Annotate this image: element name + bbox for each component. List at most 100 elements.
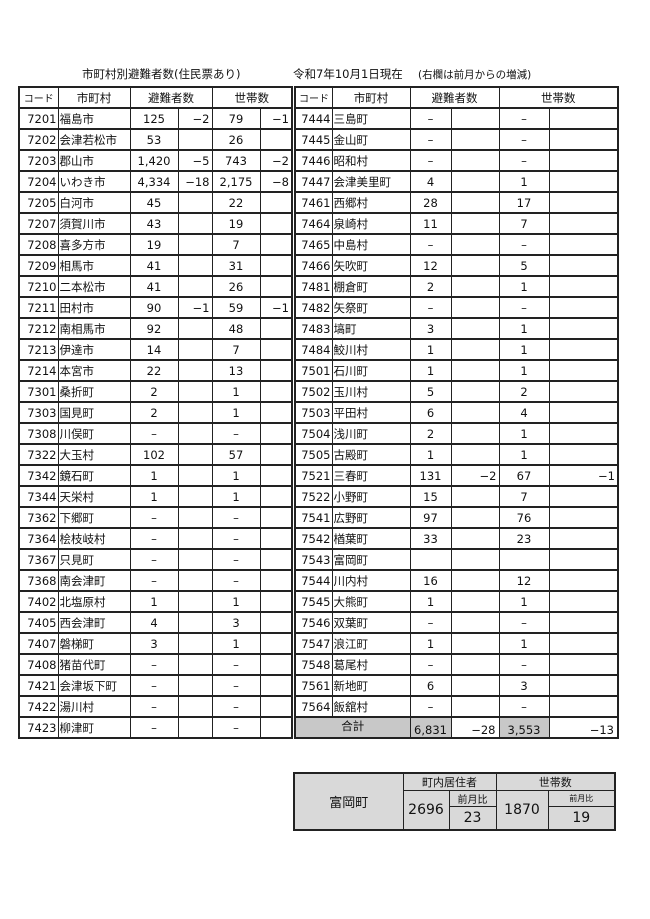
households-cell: 5 — [498, 254, 550, 277]
code-cell: 7367 — [18, 548, 59, 571]
households-cell: 1 — [498, 632, 550, 655]
evacuees-diff-cell — [450, 254, 500, 277]
municipality-cell: 北塩原村 — [57, 590, 131, 613]
households-diff-cell — [548, 674, 619, 697]
households-diff-cell — [259, 527, 293, 550]
households-diff-cell — [548, 527, 619, 550]
table-row: 7214 本宮市 22 13 — [18, 359, 293, 382]
code-cell: 7545 — [294, 590, 333, 613]
municipality-cell: 天栄村 — [57, 485, 131, 508]
households-cell: – — [498, 653, 550, 676]
evacuees-diff-cell — [450, 191, 500, 214]
table-row: 7367 只見町 – – — [18, 548, 293, 571]
evacuees-cell: 19 — [129, 233, 179, 256]
evacuees-diff-cell — [177, 128, 213, 151]
table-row: 7407 磐梯町 3 1 — [18, 632, 293, 655]
evacuees-cell: 1 — [409, 359, 452, 382]
evacuees-cell — [409, 548, 452, 571]
code-cell: 7466 — [294, 254, 333, 277]
code-cell: 7423 — [18, 716, 59, 739]
evacuees-cell: 97 — [409, 506, 452, 529]
households-cell: – — [498, 695, 550, 718]
households-diff-cell — [259, 191, 293, 214]
table-row: 7362 下郷町 – – — [18, 506, 293, 529]
evacuees-cell: 6 — [409, 674, 452, 697]
evacuees-diff-cell — [177, 632, 213, 655]
evacuees-cell: 12 — [409, 254, 452, 277]
table-row: 7203 郡山市 1,420 −5 743 −2 — [18, 149, 293, 172]
evacuees-diff-cell — [177, 464, 213, 487]
evacuees-cell: 22 — [129, 359, 179, 382]
households-cell: 7 — [211, 233, 261, 256]
table-row: 7210 二本松市 41 26 — [18, 275, 293, 298]
evacuees-diff-cell — [450, 233, 500, 256]
municipality-cell: 平田村 — [331, 401, 411, 424]
code-cell: 7303 — [18, 401, 59, 424]
municipality-cell: 桑折町 — [57, 380, 131, 403]
evacuees-cell: 92 — [129, 317, 179, 340]
evacuees-cell: 1 — [409, 590, 452, 613]
households-diff-cell — [259, 653, 293, 676]
note: (右欄は前月からの増減) — [418, 69, 532, 81]
evacuees-cell: 2 — [409, 422, 452, 445]
municipality-cell: 古殿町 — [331, 443, 411, 466]
code-cell: 7342 — [18, 464, 59, 487]
code-cell: 7402 — [18, 590, 59, 613]
households-cell: – — [211, 527, 261, 550]
code-cell: 7465 — [294, 233, 333, 256]
header-name: 市町村 — [331, 86, 411, 109]
evacuees-cell: 16 — [409, 569, 452, 592]
table-row: 7501 石川町 1 1 — [294, 359, 619, 382]
municipality-cell: 会津若松市 — [57, 128, 131, 151]
municipality-cell: 南会津町 — [57, 569, 131, 592]
households-cell: 26 — [211, 275, 261, 298]
municipality-cell: 下郷町 — [57, 506, 131, 529]
evacuees-diff-cell — [450, 317, 500, 340]
households-diff-cell — [548, 338, 619, 361]
households-diff-cell — [548, 128, 619, 151]
municipality-cell: 伊達市 — [57, 338, 131, 361]
evacuees-diff-cell — [177, 380, 213, 403]
households-diff-cell — [548, 590, 619, 613]
evacuees-diff-cell — [177, 527, 213, 550]
code-cell: 7444 — [294, 107, 333, 130]
evacuees-cell: 5 — [409, 380, 452, 403]
table-row: 7202 会津若松市 53 26 — [18, 128, 293, 151]
code-cell: 7484 — [294, 338, 333, 361]
table-row: 7322 大玉村 102 57 — [18, 443, 293, 466]
evacuees-cell: 33 — [409, 527, 452, 550]
code-cell: 7422 — [18, 695, 59, 718]
households-cell: 67 — [498, 464, 550, 487]
households-cell: 743 — [211, 149, 261, 172]
municipality-cell: 湯川村 — [57, 695, 131, 718]
households-diff-cell — [259, 359, 293, 382]
evacuees-diff-cell — [177, 590, 213, 613]
header-row: コード 市町村 避難者数 世帯数 — [18, 86, 293, 109]
households-cell: 31 — [211, 254, 261, 277]
evacuees-cell: – — [129, 695, 179, 718]
table-row: 7543 富岡町 — [294, 548, 619, 571]
table-row: 7209 相馬市 41 31 — [18, 254, 293, 277]
evacuees-cell: 45 — [129, 191, 179, 214]
households-diff-cell — [548, 296, 619, 319]
evacuees-diff-cell — [450, 527, 500, 550]
households-cell: – — [211, 548, 261, 571]
households-cell: 1 — [498, 170, 550, 193]
households-cell: 13 — [211, 359, 261, 382]
code-cell: 7447 — [294, 170, 333, 193]
code-cell: 7421 — [18, 674, 59, 697]
evacuees-diff-cell — [177, 443, 213, 466]
evacuees-diff-cell — [450, 632, 500, 655]
code-cell: 7301 — [18, 380, 59, 403]
code-cell: 7446 — [294, 149, 333, 172]
municipality-cell: 喜多方市 — [57, 233, 131, 256]
table-row: 7408 猪苗代町 – – — [18, 653, 293, 676]
table-row: 7421 会津坂下町 – – — [18, 674, 293, 697]
evacuees-diff-cell — [450, 569, 500, 592]
table-row: 7521 三春町 131 −2 67 −1 — [294, 464, 619, 487]
municipality-cell: 大玉村 — [57, 443, 131, 466]
households-cell: 1 — [498, 338, 550, 361]
households-cell: 79 — [211, 107, 261, 130]
total-evacuees: 6,831 — [409, 716, 452, 739]
table-row: 7446 昭和村 – – — [294, 149, 619, 172]
